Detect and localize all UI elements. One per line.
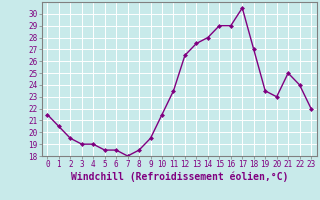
X-axis label: Windchill (Refroidissement éolien,°C): Windchill (Refroidissement éolien,°C): [70, 172, 288, 182]
